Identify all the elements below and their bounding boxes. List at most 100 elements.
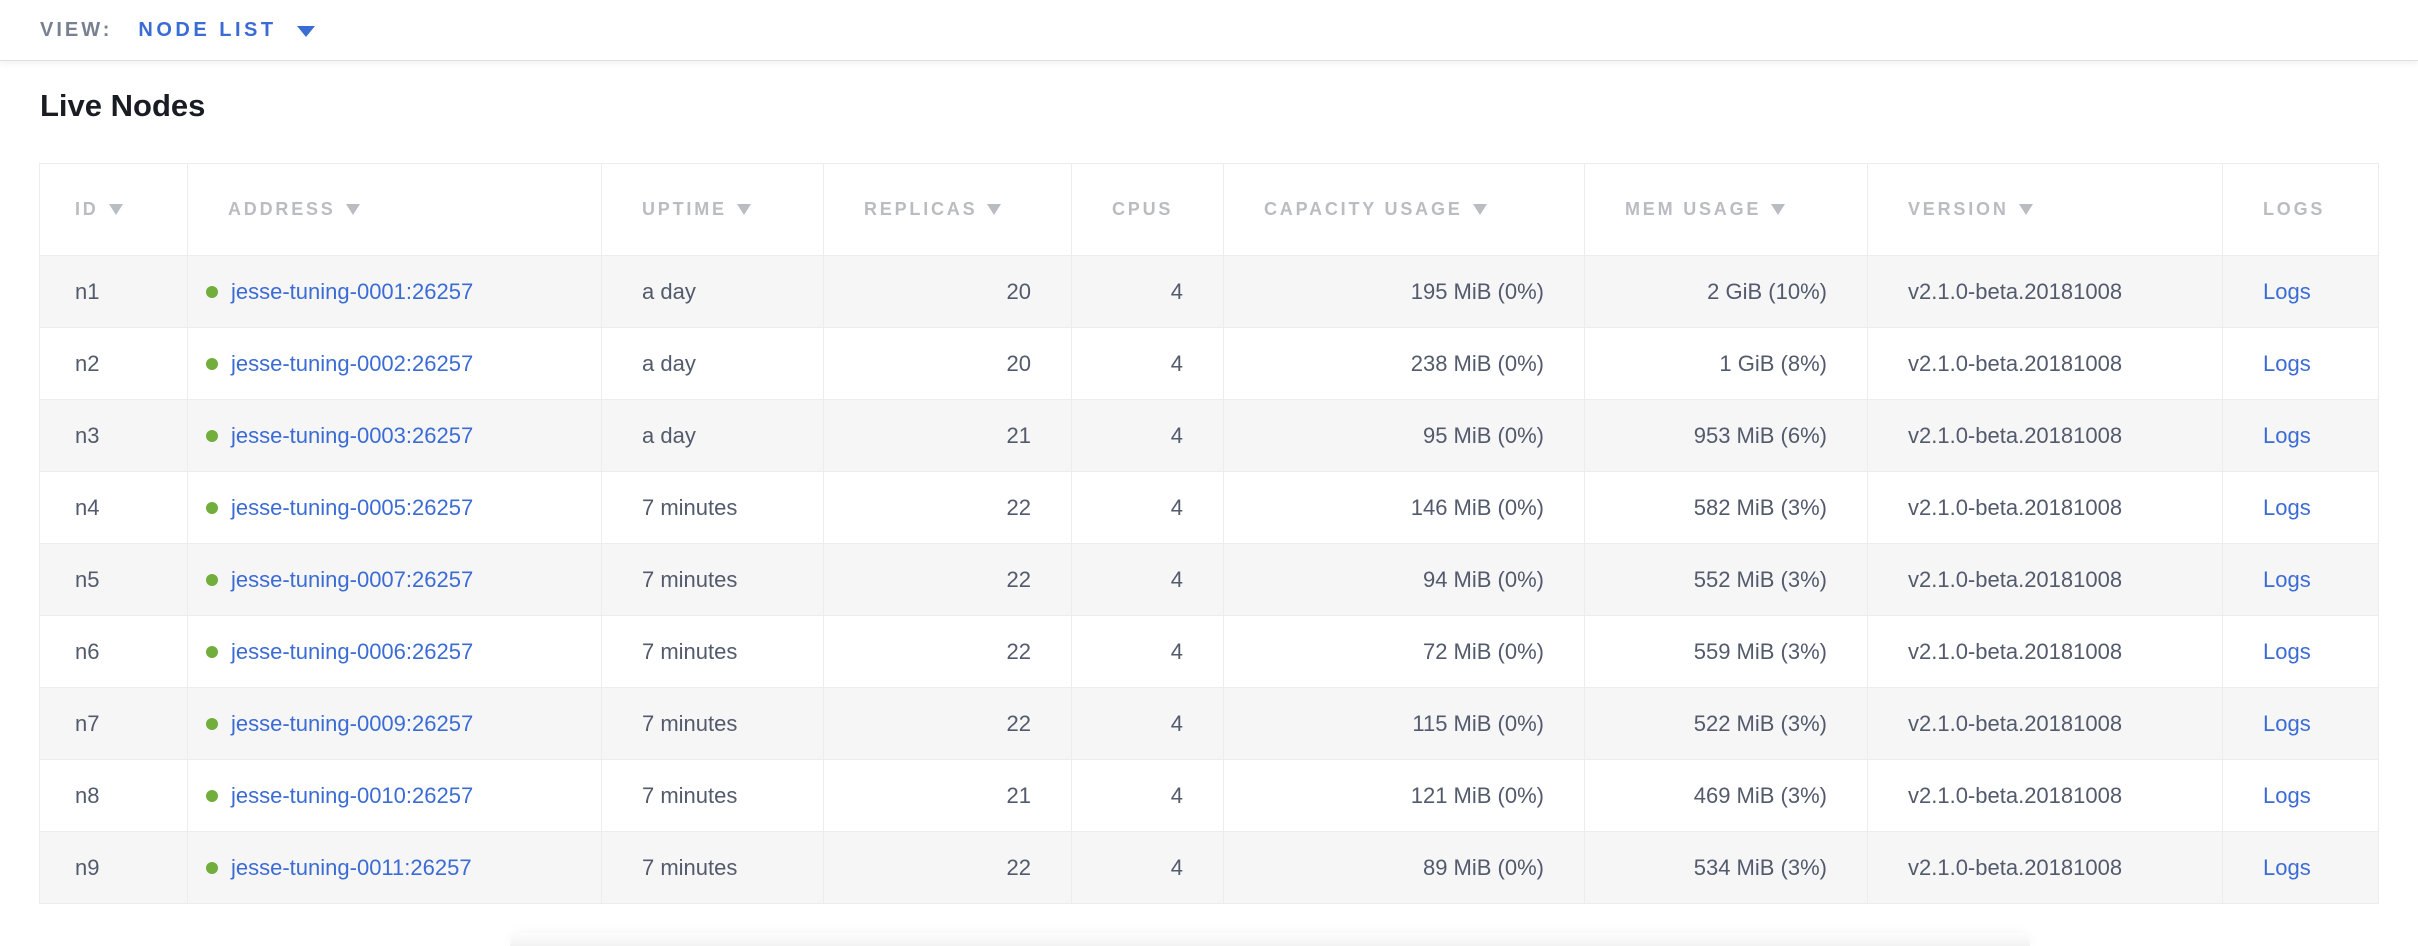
cell-logs: Logs	[2222, 543, 2379, 616]
cell-cpus: 4	[1071, 255, 1224, 328]
cell-capacity: 89 MiB (0%)	[1223, 831, 1585, 904]
cell-uptime: 7 minutes	[601, 831, 824, 904]
column-header-label: UPTIME	[642, 199, 727, 219]
logs-link[interactable]: Logs	[2263, 350, 2311, 376]
cell-uptime: a day	[601, 399, 824, 472]
cell-version: v2.1.0-beta.20181008	[1867, 399, 2223, 472]
node-address-link[interactable]: jesse-tuning-0001:26257	[231, 278, 474, 304]
column-header-label: ID	[75, 199, 99, 219]
cell-logs: Logs	[2222, 399, 2379, 472]
cell-address: jesse-tuning-0002:26257	[187, 327, 602, 400]
column-header-mem[interactable]: MEM USAGE	[1584, 163, 1868, 256]
cell-uptime: 7 minutes	[601, 543, 824, 616]
cell-version: v2.1.0-beta.20181008	[1867, 543, 2223, 616]
cell-address: jesse-tuning-0005:26257	[187, 471, 602, 544]
table-row: n4 jesse-tuning-0005:26257 7 minutes 22 4 146…	[39, 471, 2379, 544]
table-header-row: ID ADDRESS UPTIME REPLICAS CPUS CAPACITY USAG…	[39, 163, 2379, 256]
cell-replicas: 22	[823, 687, 1072, 760]
logs-link[interactable]: Logs	[2263, 422, 2311, 448]
cell-address: jesse-tuning-0009:26257	[187, 687, 602, 760]
cell-id: n1	[39, 255, 188, 328]
table-row: n7 jesse-tuning-0009:26257 7 minutes 22 4 115…	[39, 687, 2379, 760]
table-row: n5 jesse-tuning-0007:26257 7 minutes 22 4 94 …	[39, 543, 2379, 616]
cell-replicas: 20	[823, 327, 1072, 400]
logs-link[interactable]: Logs	[2263, 566, 2311, 592]
column-header-logs: LOGS	[2222, 163, 2379, 256]
column-header-label: REPLICAS	[864, 199, 978, 219]
node-address-link[interactable]: jesse-tuning-0005:26257	[231, 494, 474, 520]
logs-link[interactable]: Logs	[2263, 782, 2311, 808]
column-header-id[interactable]: ID	[39, 163, 188, 256]
cell-capacity: 115 MiB (0%)	[1223, 687, 1585, 760]
logs-link[interactable]: Logs	[2263, 710, 2311, 736]
sort-arrow-icon	[108, 204, 123, 215]
column-header-version[interactable]: VERSION	[1867, 163, 2223, 256]
node-status-dot	[206, 861, 218, 874]
cell-mem: 2 GiB (10%)	[1584, 255, 1868, 328]
table-body: n1 jesse-tuning-0001:26257 a day 20 4 195 MiB…	[39, 255, 2379, 904]
cell-id: n4	[39, 471, 188, 544]
cell-cpus: 4	[1071, 759, 1224, 832]
cell-logs: Logs	[2222, 687, 2379, 760]
cell-version: v2.1.0-beta.20181008	[1867, 759, 2223, 832]
cell-replicas: 21	[823, 759, 1072, 832]
cell-mem: 1 GiB (8%)	[1584, 327, 1868, 400]
node-address-link[interactable]: jesse-tuning-0007:26257	[231, 566, 474, 592]
cell-logs: Logs	[2222, 831, 2379, 904]
cell-mem: 469 MiB (3%)	[1584, 759, 1868, 832]
node-address-link[interactable]: jesse-tuning-0010:26257	[231, 782, 474, 808]
cell-logs: Logs	[2222, 615, 2379, 688]
cell-cpus: 4	[1071, 399, 1224, 472]
cell-address: jesse-tuning-0011:26257	[187, 831, 602, 904]
cell-uptime: a day	[601, 255, 824, 328]
cell-replicas: 22	[823, 471, 1072, 544]
cell-version: v2.1.0-beta.20181008	[1867, 615, 2223, 688]
cell-capacity: 238 MiB (0%)	[1223, 327, 1585, 400]
cell-uptime: 7 minutes	[601, 759, 824, 832]
cell-replicas: 22	[823, 543, 1072, 616]
cell-capacity: 195 MiB (0%)	[1223, 255, 1585, 328]
node-status-dot	[206, 789, 218, 802]
column-header-replicas[interactable]: REPLICAS	[823, 163, 1072, 256]
column-header-label: ADDRESS	[228, 199, 336, 219]
cell-replicas: 22	[823, 615, 1072, 688]
cell-mem: 522 MiB (3%)	[1584, 687, 1868, 760]
node-status-dot	[206, 285, 218, 298]
cell-mem: 953 MiB (6%)	[1584, 399, 1868, 472]
node-address-link[interactable]: jesse-tuning-0011:26257	[231, 854, 472, 880]
column-header-uptime[interactable]: UPTIME	[601, 163, 824, 256]
view-label: VIEW:	[40, 18, 113, 41]
cell-address: jesse-tuning-0001:26257	[187, 255, 602, 328]
node-address-link[interactable]: jesse-tuning-0002:26257	[231, 350, 474, 376]
view-selected-value[interactable]: NODE LIST	[138, 18, 277, 41]
cell-mem: 534 MiB (3%)	[1584, 831, 1868, 904]
node-address-link[interactable]: jesse-tuning-0003:26257	[231, 422, 474, 448]
column-header-label: VERSION	[1908, 199, 2009, 219]
logs-link[interactable]: Logs	[2263, 638, 2311, 664]
cell-cpus: 4	[1071, 687, 1224, 760]
sort-arrow-icon	[1771, 204, 1786, 215]
cell-replicas: 20	[823, 255, 1072, 328]
logs-link[interactable]: Logs	[2263, 854, 2311, 880]
cell-cpus: 4	[1071, 543, 1224, 616]
node-status-dot	[206, 573, 218, 586]
cell-capacity: 95 MiB (0%)	[1223, 399, 1585, 472]
cell-uptime: 7 minutes	[601, 615, 824, 688]
cell-capacity: 72 MiB (0%)	[1223, 615, 1585, 688]
logs-link[interactable]: Logs	[2263, 494, 2311, 520]
column-header-capacity[interactable]: CAPACITY USAGE	[1223, 163, 1585, 256]
cell-id: n7	[39, 687, 188, 760]
view-selector[interactable]: NODE LIST	[138, 18, 315, 42]
cell-id: n2	[39, 327, 188, 400]
node-address-link[interactable]: jesse-tuning-0006:26257	[231, 638, 474, 664]
cell-capacity: 94 MiB (0%)	[1223, 543, 1585, 616]
page-title: Live Nodes	[40, 88, 206, 123]
cell-version: v2.1.0-beta.20181008	[1867, 255, 2223, 328]
node-address-link[interactable]: jesse-tuning-0009:26257	[231, 710, 474, 736]
cell-address: jesse-tuning-0007:26257	[187, 543, 602, 616]
logs-link[interactable]: Logs	[2263, 278, 2311, 304]
cell-version: v2.1.0-beta.20181008	[1867, 327, 2223, 400]
cell-address: jesse-tuning-0006:26257	[187, 615, 602, 688]
column-header-address[interactable]: ADDRESS	[187, 163, 602, 256]
cell-replicas: 21	[823, 399, 1072, 472]
